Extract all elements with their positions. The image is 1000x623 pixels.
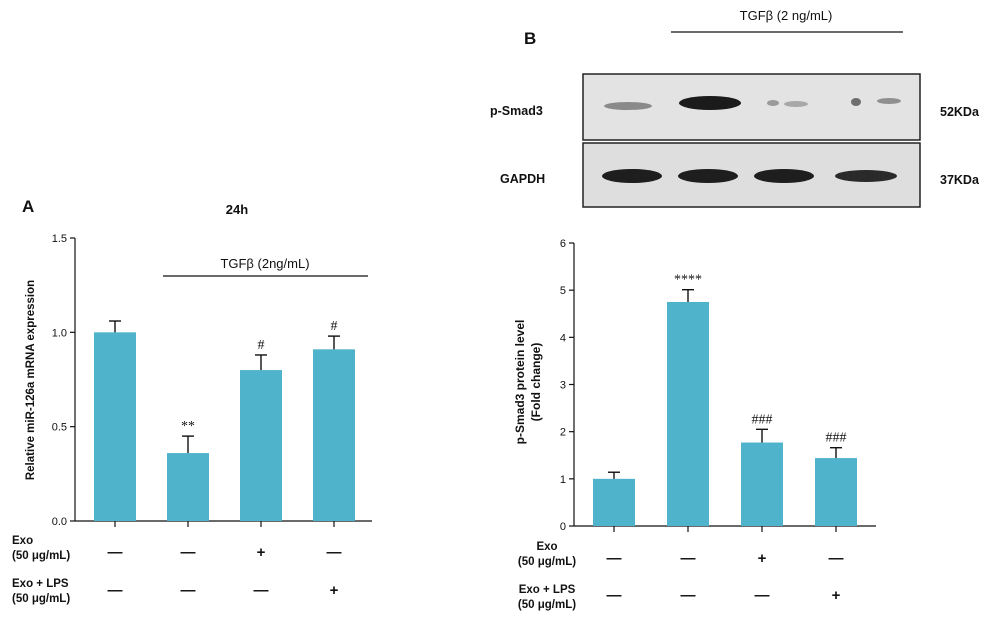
panel-a-exo-row: — — + —: [108, 544, 342, 561]
bar: [167, 453, 209, 521]
panel-b: B TGFβ (2 ng/mL) p-Smad3 GAPDH 52KDa 37K…: [490, 8, 980, 611]
y-tick-label: 0: [560, 521, 566, 533]
exo-lps-sign: —: [181, 582, 196, 599]
exo-sign: —: [108, 544, 123, 561]
exo-sign: +: [257, 544, 266, 561]
panel-a-row1-label-line2: (50 μg/mL): [12, 550, 70, 562]
exo-lps-sign: +: [330, 582, 339, 599]
panel-b-row2-label-line2: (50 μg/mL): [518, 599, 576, 611]
significance-label: ###: [826, 431, 847, 446]
y-tick-label: 6: [560, 238, 566, 250]
exo-lps-sign: —: [681, 587, 696, 604]
blot-band: [877, 98, 901, 104]
y-tick-label: 1: [560, 474, 566, 486]
panel-a-significance: ** # #: [181, 319, 338, 434]
exo-sign: +: [758, 550, 767, 567]
significance-label: **: [181, 419, 195, 434]
exo-sign: —: [181, 544, 196, 561]
panel-b-error-bars: [608, 288, 842, 479]
exo-sign: —: [607, 550, 622, 567]
panel-a-exo-lps-row: — — — +: [108, 582, 339, 599]
y-tick-label: 2: [560, 427, 566, 439]
panel-a-title: 24h: [226, 202, 248, 217]
blot-band: [604, 102, 652, 110]
western-blot-image: [582, 73, 921, 208]
bar: [94, 332, 136, 521]
blot-band: [784, 101, 808, 107]
blot-band: [835, 170, 897, 182]
panel-a-letter: A: [22, 197, 34, 216]
panel-b-exo-row: — — + —: [607, 550, 844, 567]
panel-b-exo-lps-row: — — — +: [607, 587, 841, 604]
exo-lps-sign: —: [755, 587, 770, 604]
bar: [815, 458, 857, 526]
y-tick-label: 1.0: [52, 327, 67, 339]
significance-label: ###: [752, 412, 773, 427]
panel-b-row2-label-line1: Exo + LPS: [519, 584, 576, 596]
panel-b-letter: B: [524, 29, 536, 48]
panel-b-ylabel-line2: (Fold change): [529, 343, 543, 422]
y-tick-label: 1.5: [52, 233, 67, 245]
significance-label: #: [258, 338, 265, 353]
panel-a-row2-label-line2: (50 μg/mL): [12, 593, 70, 605]
panel-a-error-bars: [109, 320, 340, 454]
panel-a-ylabel: Relative miR-126a mRNA expression: [25, 280, 37, 480]
exo-lps-sign: —: [108, 582, 123, 599]
significance-label: #: [331, 319, 338, 334]
blot-band: [679, 96, 741, 110]
bar: [313, 349, 355, 521]
panel-b-significance: **** ### ###: [674, 273, 847, 446]
exo-sign: —: [829, 550, 844, 567]
blot-band: [602, 169, 662, 183]
blot-label-gapdh: GAPDH: [500, 172, 545, 186]
panel-a-row2-label-line1: Exo + LPS: [12, 578, 69, 590]
bar: [240, 370, 282, 521]
y-tick-label: 0.5: [52, 422, 67, 434]
panel-b-ylabel-line1: p-Smad3 protein level: [513, 320, 527, 445]
blot-band: [851, 98, 861, 106]
panel-b-row1-label-line2: (50 μg/mL): [518, 556, 576, 568]
blot-kda-psmad3: 52KDa: [940, 105, 980, 119]
bar: [593, 478, 635, 526]
bar: [667, 301, 709, 526]
exo-lps-sign: —: [254, 582, 269, 599]
panel-a-bars: [94, 332, 355, 521]
panel-b-treatment-label: TGFβ (2 ng/mL): [740, 8, 833, 23]
panel-b-row1-label-line1: Exo: [536, 541, 557, 553]
exo-lps-sign: +: [832, 587, 841, 604]
blot-band: [754, 169, 814, 183]
exo-sign: —: [327, 544, 342, 561]
exo-lps-sign: —: [607, 587, 622, 604]
panel-a-row1-label-line1: Exo: [12, 535, 33, 547]
y-tick-label: 5: [560, 285, 566, 297]
blot-kda-gapdh: 37KDa: [940, 173, 980, 187]
panel-a: A 24h TGFβ (2ng/mL) Relative miR-126a mR…: [12, 197, 372, 605]
blot-band: [678, 169, 738, 183]
panel-a-treatment-label: TGFβ (2ng/mL): [220, 256, 309, 271]
y-tick-label: 3: [560, 380, 566, 392]
panel-b-bars: [593, 301, 857, 526]
blot-label-psmad3: p-Smad3: [490, 104, 543, 118]
bar: [741, 442, 783, 526]
exo-sign: —: [681, 550, 696, 567]
y-tick-label: 0.0: [52, 516, 67, 528]
y-tick-label: 4: [560, 332, 566, 344]
blot-band: [767, 100, 779, 106]
significance-label: ****: [674, 273, 702, 288]
